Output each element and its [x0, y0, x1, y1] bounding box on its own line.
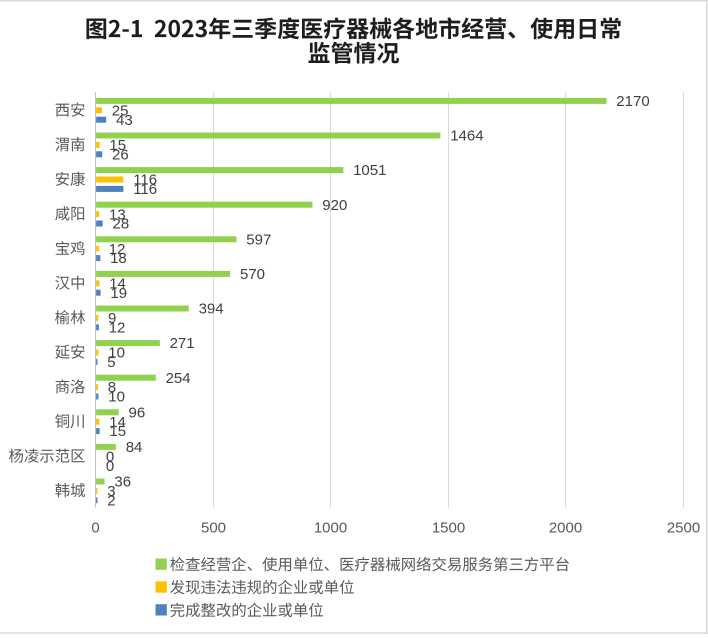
- svg-text:2: 2: [107, 492, 115, 509]
- svg-text:43: 43: [116, 112, 133, 129]
- svg-text:10: 10: [108, 389, 125, 406]
- svg-text:116: 116: [133, 172, 157, 189]
- svg-text:18: 18: [110, 250, 127, 267]
- svg-text:28: 28: [113, 216, 130, 233]
- svg-text:254: 254: [166, 370, 191, 387]
- svg-text:500: 500: [201, 519, 226, 536]
- svg-text:36: 36: [114, 474, 131, 491]
- svg-text:13: 13: [109, 206, 126, 223]
- svg-text:84: 84: [126, 439, 143, 456]
- svg-text:570: 570: [240, 266, 265, 283]
- svg-text:0: 0: [106, 448, 114, 465]
- svg-text:5: 5: [107, 354, 115, 371]
- svg-text:10: 10: [108, 345, 125, 362]
- svg-text:26: 26: [112, 147, 129, 164]
- svg-text:1000: 1000: [314, 519, 347, 536]
- svg-text:96: 96: [129, 405, 146, 422]
- svg-text:19: 19: [110, 285, 127, 302]
- svg-text:9: 9: [108, 310, 116, 327]
- svg-text:1464: 1464: [450, 128, 483, 145]
- svg-text:271: 271: [170, 335, 195, 352]
- svg-text:1051: 1051: [353, 162, 386, 179]
- svg-text:394: 394: [199, 301, 224, 318]
- svg-text:3: 3: [107, 483, 115, 500]
- svg-text:2170: 2170: [616, 93, 649, 110]
- svg-text:920: 920: [322, 197, 347, 214]
- svg-text:0: 0: [91, 519, 99, 536]
- svg-text:12: 12: [109, 241, 126, 258]
- svg-text:25: 25: [112, 103, 129, 120]
- svg-text:12: 12: [109, 319, 126, 336]
- svg-text:597: 597: [246, 231, 271, 248]
- svg-text:2500: 2500: [667, 519, 700, 536]
- svg-text:15: 15: [109, 423, 126, 440]
- svg-text:8: 8: [108, 379, 116, 396]
- svg-text:14: 14: [109, 414, 126, 431]
- svg-text:1500: 1500: [432, 519, 465, 536]
- svg-text:15: 15: [109, 137, 126, 154]
- svg-text:116: 116: [133, 181, 157, 198]
- svg-text:0: 0: [106, 458, 114, 475]
- svg-text:2000: 2000: [549, 519, 582, 536]
- svg-text:14: 14: [109, 275, 126, 292]
